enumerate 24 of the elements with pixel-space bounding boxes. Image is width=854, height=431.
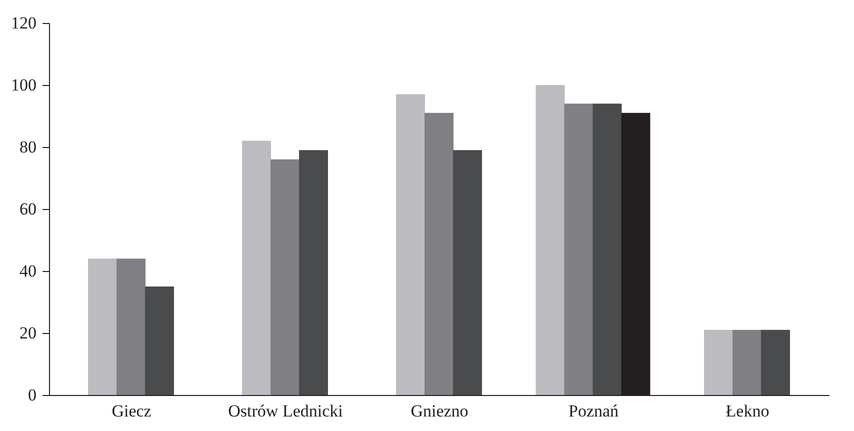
x-tick-label: Poznań (568, 402, 620, 420)
x-tick-label: Gniezno (410, 402, 468, 420)
y-tick-label: 20 (20, 324, 36, 342)
bar (760, 330, 790, 395)
x-tick-label: Giecz (112, 402, 152, 420)
bar (88, 258, 118, 395)
y-tick-label: 0 (28, 386, 36, 404)
y-tick-label: 40 (20, 262, 36, 280)
bar (452, 150, 482, 395)
x-tick-label: Łekno (726, 402, 770, 420)
bar (704, 330, 734, 395)
y-tick-label: 80 (20, 138, 36, 156)
bar (424, 112, 454, 395)
x-tick-label: Ostrów Lednicki (228, 402, 344, 420)
y-tick-label: 60 (20, 200, 36, 218)
bar (270, 159, 300, 395)
bar (116, 258, 146, 395)
bar (144, 286, 174, 395)
y-tick-label: 120 (11, 14, 36, 32)
bar (242, 140, 272, 395)
y-tick-label: 100 (11, 76, 36, 94)
bar (732, 330, 762, 395)
bar (396, 94, 426, 395)
bar (298, 150, 328, 395)
